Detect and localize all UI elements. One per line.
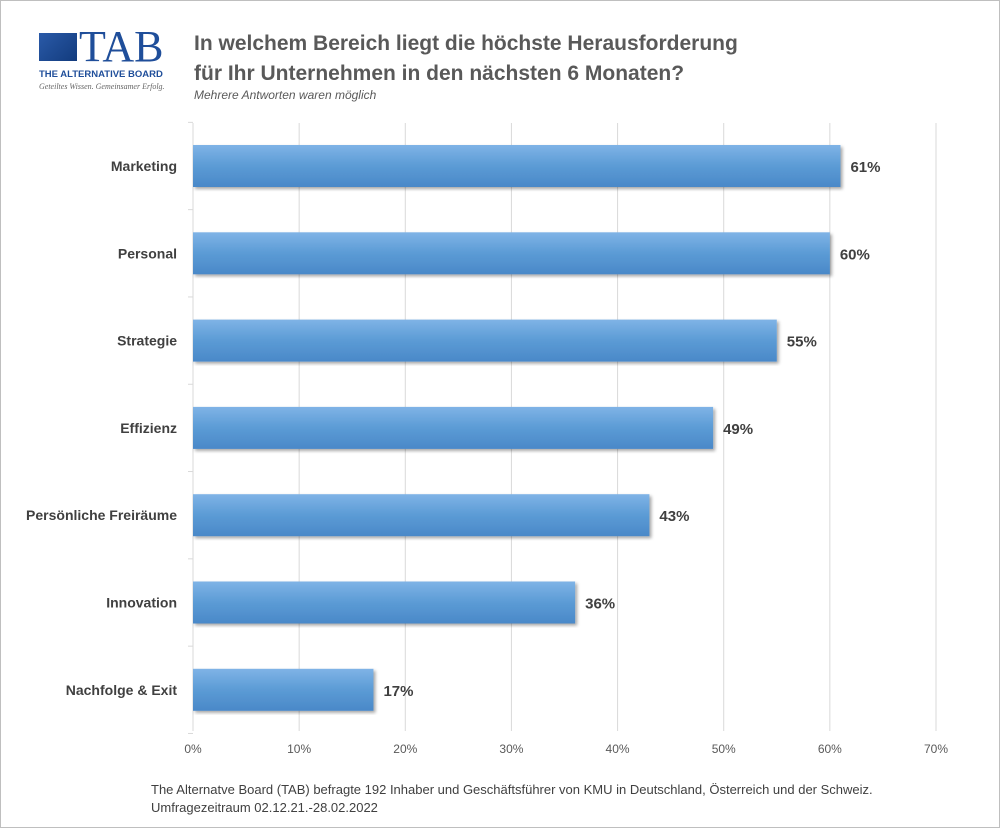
- chart-subtitle: Mehrere Antworten waren möglich: [194, 88, 377, 102]
- data-label: 61%: [850, 159, 880, 176]
- category-label: Effizienz: [120, 420, 177, 436]
- x-tick-label: 0%: [184, 742, 202, 756]
- category-label: Innovation: [106, 595, 177, 611]
- bar-personal: [193, 232, 830, 275]
- footer-line-1: The Alternatve Board (TAB) befragte 192 …: [151, 782, 873, 797]
- logo-tagline: Geteiltes Wissen. Gemeinsamer Erfolg.: [39, 82, 165, 91]
- footer-line-2: Umfragezeitraum 02.12.21.-28.02.2022: [151, 800, 378, 815]
- data-label: 36%: [585, 596, 615, 613]
- data-label: 49%: [723, 421, 753, 438]
- bar-marketing: [193, 145, 841, 187]
- x-tick-label: 30%: [499, 742, 523, 756]
- logo-name: THE ALTERNATIVE BOARD: [39, 69, 163, 80]
- bar-innovation: [193, 581, 576, 624]
- bar-nachfolge-exit: [193, 668, 374, 711]
- bar-strategie: [193, 319, 777, 362]
- x-tick-label: 70%: [924, 742, 948, 756]
- tab-logo: TAB THE ALTERNATIVE BOARD Geteiltes Wiss…: [39, 22, 189, 105]
- x-tick-label: 20%: [393, 742, 417, 756]
- category-label: Personal: [118, 245, 177, 261]
- data-label: 60%: [840, 246, 870, 263]
- footer-note: The Alternatve Board (TAB) befragte 192 …: [151, 781, 873, 817]
- data-label: 55%: [787, 334, 817, 351]
- bar-persönliche-freiräume: [193, 494, 650, 537]
- title-line-1: In welchem Bereich liegt die höchste Her…: [194, 32, 738, 55]
- x-tick-label: 50%: [712, 742, 736, 756]
- x-tick-label: 10%: [287, 742, 311, 756]
- logo-brand: TAB: [79, 22, 164, 71]
- bar-effizienz: [193, 406, 714, 449]
- data-label: 17%: [383, 683, 413, 700]
- category-label: Persönliche Freiräume: [26, 507, 177, 523]
- title-line-2: für Ihr Unternehmen in den nächsten 6 Mo…: [194, 62, 685, 85]
- x-tick-label: 40%: [606, 742, 630, 756]
- logo-graph-icon: [39, 33, 77, 61]
- category-label: Nachfolge & Exit: [66, 682, 178, 698]
- x-tick-label: 60%: [818, 742, 842, 756]
- data-label: 43%: [659, 508, 689, 525]
- chart-title: In welchem Bereich liegt die höchste Her…: [194, 29, 738, 89]
- category-label: Marketing: [111, 158, 177, 174]
- category-label: Strategie: [117, 333, 177, 349]
